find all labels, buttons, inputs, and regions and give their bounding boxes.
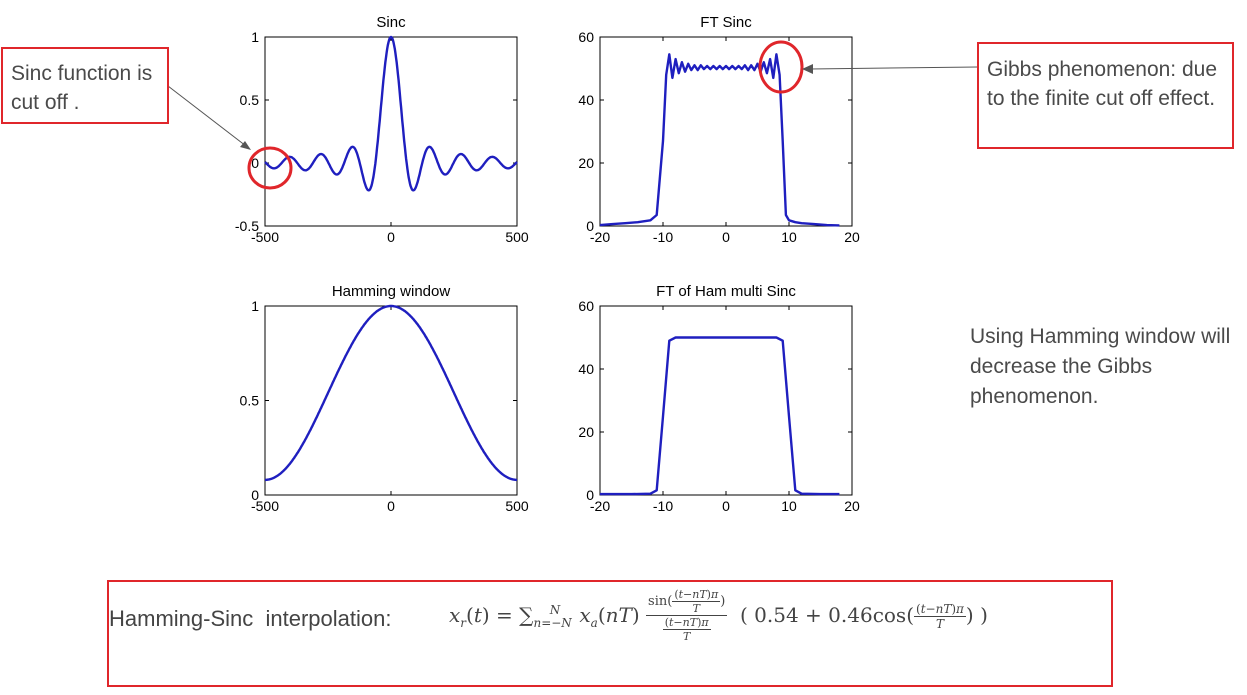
- x-tick-label: -10: [653, 498, 673, 514]
- chart-sinc: Sinc -500 0 500 -0.5 0 0.5 1: [235, 14, 529, 245]
- chart-title: FT of Ham multi Sinc: [656, 283, 796, 300]
- sinc-cutoff-note: Sinc function is cut off .: [1, 47, 169, 124]
- chart-ft-ham: FT of Ham multi Sinc -20 -10 0 10 20 0 20 40 60: [578, 283, 860, 514]
- series-line: [264, 304, 518, 482]
- y-tick-label: 0.5: [240, 393, 260, 409]
- y-tick-label: 60: [578, 298, 594, 314]
- y-tick-label: 0: [586, 218, 594, 234]
- y-tick-label: 1: [251, 298, 259, 314]
- series-line: [600, 336, 840, 496]
- y-tick-label: 40: [578, 92, 594, 108]
- chart-ft-sinc: FT Sinc -20 -10 0 10 20 0 20 40 60: [578, 14, 860, 245]
- y-tick-label: 0: [251, 155, 259, 171]
- y-tick-label: -0.5: [235, 218, 259, 234]
- y-tick-label: 60: [578, 29, 594, 45]
- y-tick-label: 0.5: [240, 92, 260, 108]
- cutoff-arrow: [167, 85, 247, 147]
- y-tick-label: 1: [251, 29, 259, 45]
- chart-title: FT Sinc: [700, 14, 752, 31]
- x-tick-label: 10: [781, 498, 797, 514]
- formula-math: xr(t) = ∑n=−NN xa(nT) sin((t−nT)π T) (t−n…: [449, 588, 988, 643]
- y-tick-label: 40: [578, 361, 594, 377]
- x-tick-label: -500: [251, 229, 279, 245]
- x-tick-label: 0: [722, 498, 730, 514]
- gibbs-arrowhead-icon: [802, 64, 813, 74]
- x-tick-label: 500: [505, 229, 529, 245]
- x-tick-label: 20: [844, 498, 860, 514]
- x-tick-label: -20: [590, 229, 610, 245]
- hamming-note-text: Using Hamming window will decrease the G…: [970, 325, 1231, 408]
- formula-label: Hamming-Sinc interpolation:: [109, 606, 392, 631]
- gibbs-highlight-circle: [758, 40, 804, 94]
- y-tick-label: 20: [578, 424, 594, 440]
- series-line: [599, 53, 840, 227]
- y-tick-label: 0: [251, 487, 259, 503]
- x-tick-label: -10: [653, 229, 673, 245]
- gibbs-arrow: [809, 66, 979, 70]
- cutoff-highlight-circle: [247, 146, 293, 190]
- cutoff-arrowhead-icon: [240, 141, 251, 150]
- x-tick-label: 500: [505, 498, 529, 514]
- chart-title: Hamming window: [332, 283, 451, 300]
- hamming-note: Using Hamming window will decrease the G…: [970, 322, 1245, 412]
- gibbs-note: Gibbs phenomenon: due to the finite cut …: [977, 42, 1234, 149]
- formula-box: Hamming-Sinc interpolation: xr(t) = ∑n=−…: [107, 580, 1113, 687]
- y-tick-label: 0: [586, 487, 594, 503]
- x-tick-label: -500: [251, 498, 279, 514]
- chart-title: Sinc: [376, 14, 406, 31]
- x-tick-label: 0: [387, 498, 395, 514]
- series-line: [264, 35, 518, 192]
- y-tick-label: 20: [578, 155, 594, 171]
- x-tick-label: 20: [844, 229, 860, 245]
- gibbs-text: Gibbs phenomenon: due to the finite cut …: [987, 58, 1218, 110]
- x-tick-label: 0: [387, 229, 395, 245]
- x-tick-label: -20: [590, 498, 610, 514]
- sinc-cutoff-text: Sinc function is cut off .: [11, 62, 153, 114]
- x-tick-label: 10: [781, 229, 797, 245]
- x-tick-label: 0: [722, 229, 730, 245]
